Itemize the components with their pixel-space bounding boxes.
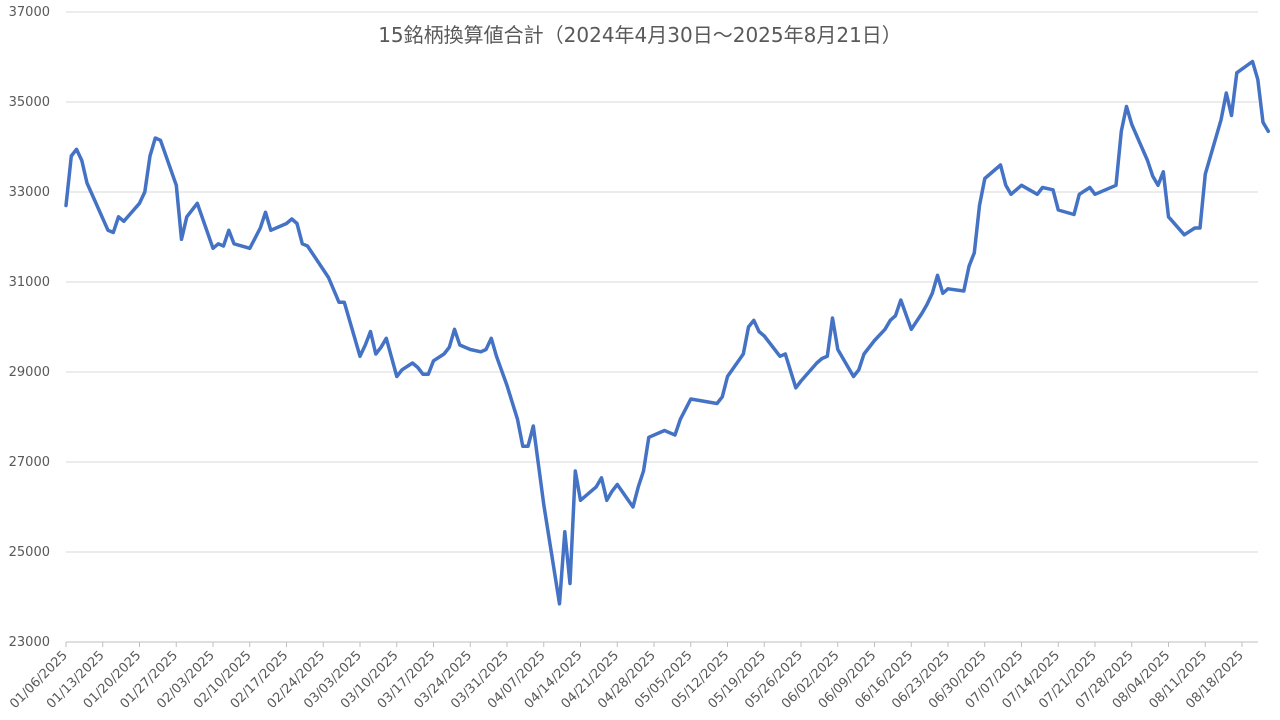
y-tick-label: 33000 — [9, 185, 50, 200]
y-tick-label: 31000 — [9, 275, 50, 290]
y-tick-label: 23000 — [9, 635, 50, 650]
y-tick-label: 29000 — [9, 365, 50, 380]
series-layer — [64, 59, 1271, 606]
series-line — [64, 59, 1271, 606]
y-tick-label: 37000 — [9, 5, 50, 20]
x-axis: 01/06/202501/13/202501/20/202501/27/2025… — [7, 641, 1258, 712]
gridlines — [66, 11, 1258, 553]
y-tick-label: 25000 — [9, 545, 50, 560]
chart-title: 15銘柄換算値合計（2024年4月30日～2025年8月21日） — [378, 23, 902, 47]
y-axis-tick-labels: 23000 25000 27000 29000 31000 33000 35000 37000 — [9, 5, 50, 650]
y-tick-label: 35000 — [9, 95, 50, 110]
y-tick-label: 27000 — [9, 455, 50, 470]
